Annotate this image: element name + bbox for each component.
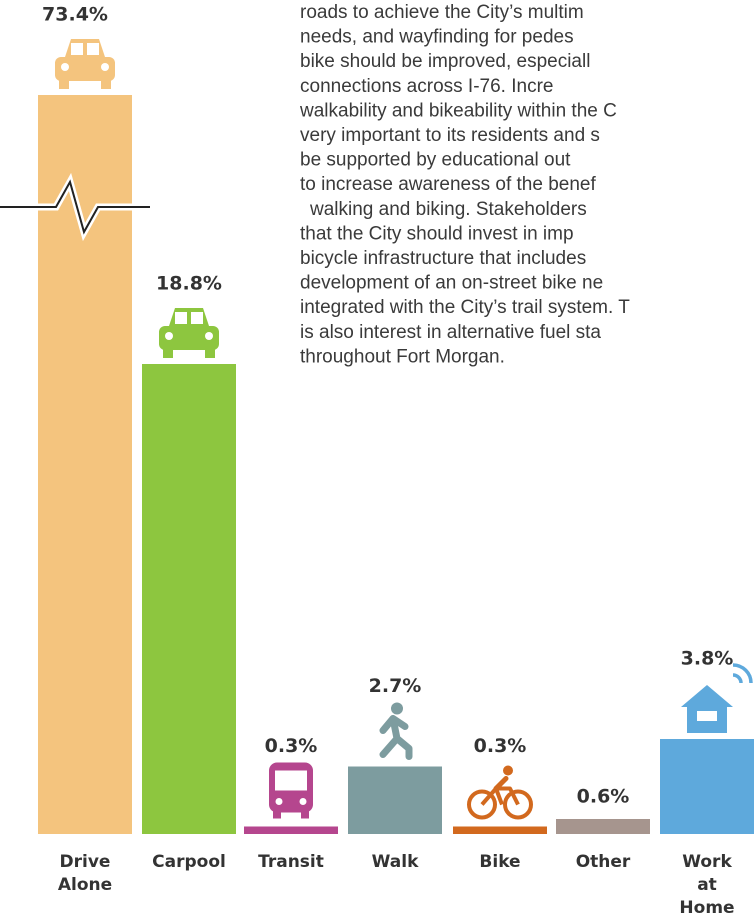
value-label: 18.8% [156,273,222,295]
house-window [697,711,717,721]
icon [269,762,313,819]
walker-body [379,715,413,760]
bus-window [275,770,307,791]
value-label: 0.3% [474,735,527,757]
car-light [61,63,69,71]
paragraph-line: that the City should invest in imp [300,223,574,244]
paragraph-line: connections across I-76. Incre [300,76,553,97]
bike-wheel [467,789,497,820]
value-label: 73.4% [42,4,108,26]
car-wheel [59,79,69,89]
bar [38,95,132,834]
car-window [87,43,99,55]
icon [379,702,413,760]
x-tick-label: Home [679,898,734,918]
walker-head [391,702,403,715]
paragraph-line: is also interest in alternative fuel sta [300,322,601,343]
bus-wheel [273,810,281,819]
car-body [159,326,219,350]
house-roof [681,685,733,707]
bike-frame [480,786,520,806]
bar [453,826,547,834]
wifi [732,663,753,684]
bus-light [299,798,307,805]
icon [681,663,753,733]
car-light [101,63,109,71]
paragraph-line: needs, and wayfinding for pedes [300,27,574,48]
bar [660,739,754,834]
bar [142,364,236,834]
x-tick-label: Other [576,852,631,872]
value-label: 0.6% [577,786,630,808]
paragraph-line: very important to its residents and s [300,125,600,146]
icon [55,39,115,89]
x-tick-label: Bike [479,852,520,872]
car-wheel [205,348,215,358]
car-window [71,43,83,55]
bar [556,819,650,834]
bar [348,766,442,834]
x-tick-label: Alone [58,875,112,895]
car-window [175,312,187,324]
x-tick-label: Drive [60,852,111,872]
car-light [165,332,173,340]
car-window [191,312,203,324]
bus-light [275,798,283,805]
car-light [205,332,213,340]
x-tick-label: Work [682,852,732,872]
icon [467,765,533,820]
paragraph-line: bike should be improved, especiall [300,51,590,72]
value-label: 0.3% [265,735,318,757]
x-tick-label: Walk [372,852,419,872]
paragraph-line: roads to achieve the City’s multim [300,2,584,23]
bike-wheel [503,789,533,820]
paragraph-line: walkability and bikeability within the C [299,100,617,121]
car-body [55,57,115,81]
bus-wheel [301,810,309,819]
axis-break [0,179,150,235]
paragraph-line: be supported by educational out [300,150,571,171]
value-label: 2.7% [369,675,422,697]
bike-rider-head [503,765,513,776]
car-wheel [101,79,111,89]
paragraph-line: development of an on-street bike ne [300,273,603,294]
paragraph-line: walking and biking. Stakeholders [309,199,587,220]
bike-rider [493,776,509,791]
x-tick-label: Carpool [152,852,226,872]
paragraph-line: integrated with the City’s trail system.… [300,297,630,318]
paragraph-line: to increase awareness of the benef [300,174,596,195]
bar [244,826,338,834]
value-label: 3.8% [681,648,734,670]
x-tick-label: Transit [258,852,324,872]
paragraph-line: throughout Fort Morgan. [300,346,505,367]
x-tick-label: at [697,875,717,895]
paragraph-line: bicycle infrastructure that includes [300,248,586,269]
car-wheel [163,348,173,358]
icon [159,308,219,358]
